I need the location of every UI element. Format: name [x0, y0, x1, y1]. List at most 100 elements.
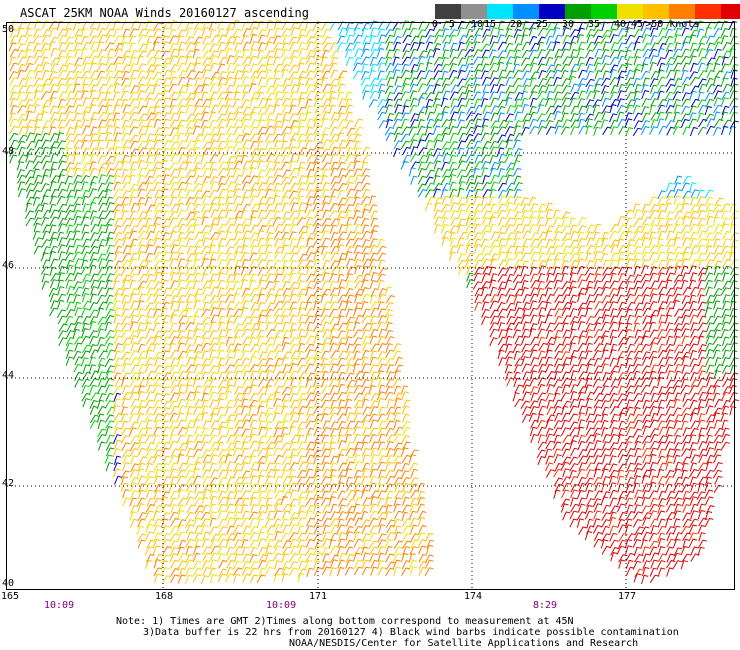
wind-barb: [529, 111, 538, 121]
wind-barb: [554, 119, 563, 129]
wind-barb: [554, 48, 563, 58]
wind-barb: [344, 204, 354, 214]
wind-barb: [481, 49, 490, 59]
wind-barb: [250, 322, 260, 332]
wind-barb: [226, 55, 235, 65]
wind-barb: [200, 273, 209, 283]
wind-barb: [689, 223, 698, 233]
wind-barb: [328, 280, 337, 290]
wind-barb: [105, 426, 113, 436]
wind-barb: [634, 435, 644, 444]
wind-barb: [274, 90, 283, 101]
wind-barb: [385, 475, 395, 485]
wind-barb: [209, 28, 217, 39]
wind-barb: [265, 209, 275, 219]
wind-barb: [641, 112, 651, 122]
wind-barb: [481, 76, 491, 86]
wind-barb: [601, 273, 611, 282]
wind-barb: [234, 419, 244, 429]
wind-barb: [216, 216, 225, 226]
wind-barb: [361, 265, 370, 275]
wind-barb: [640, 384, 651, 394]
wind-barb: [298, 253, 308, 263]
wind-barb: [233, 405, 243, 415]
wind-barb: [136, 468, 145, 478]
wind-barb: [441, 147, 450, 157]
wind-barb: [281, 126, 291, 135]
wind-barb: [217, 28, 225, 38]
wind-barb: [505, 139, 513, 149]
wind-barb: [458, 154, 467, 164]
wind-barb: [8, 132, 19, 142]
wind-barb: [360, 287, 370, 297]
wind-barb: [305, 468, 314, 478]
wind-barb: [184, 182, 193, 192]
wind-barb: [537, 328, 546, 338]
wind-barb: [673, 293, 682, 303]
wind-barb: [49, 90, 58, 100]
wind-barb: [593, 22, 603, 32]
wind-barb: [705, 203, 714, 213]
wind-barb: [273, 154, 283, 163]
wind-barb: [489, 239, 499, 249]
wind-barb: [210, 55, 218, 65]
wind-barb: [561, 405, 569, 416]
wind-barb: [321, 64, 330, 74]
wind-barb: [297, 273, 306, 283]
wind-barb: [98, 166, 106, 177]
wind-barb: [97, 244, 105, 254]
wind-barb: [193, 335, 202, 345]
wind-barb: [673, 392, 682, 402]
wind-barb: [522, 238, 531, 248]
wind-barb: [641, 42, 652, 52]
wind-barb: [90, 239, 100, 248]
wind-barb: [169, 267, 179, 276]
wind-barb: [185, 384, 193, 394]
wind-barb: [176, 21, 186, 31]
wind-barb: [282, 223, 291, 233]
wind-barb: [393, 385, 402, 395]
wind-barb: [642, 447, 651, 457]
wind-barb: [410, 113, 419, 123]
wind-barb: [616, 258, 625, 268]
wind-barb: [192, 112, 202, 122]
wind-barb: [65, 77, 74, 87]
wind-barb: [209, 279, 217, 289]
wind-barb: [625, 83, 634, 93]
wind-barb: [297, 57, 307, 66]
wind-barb: [265, 370, 273, 380]
wind-barb: [713, 448, 722, 458]
wind-barb: [520, 260, 530, 270]
wind-barb: [225, 125, 235, 135]
wind-barb: [192, 418, 200, 429]
wind-barb: [554, 343, 564, 352]
wind-barb: [129, 28, 138, 38]
wind-barb: [642, 77, 650, 87]
wind-barb: [353, 209, 361, 220]
wind-barb: [98, 34, 107, 44]
wind-barb: [705, 356, 714, 366]
wind-barb: [593, 111, 603, 121]
wind-barb: [720, 111, 729, 121]
wind-barb: [129, 118, 138, 128]
wind-barb: [578, 350, 587, 360]
wind-barb: [73, 196, 83, 206]
wind-barb: [121, 329, 130, 339]
wind-barb: [601, 357, 610, 367]
wind-barb: [338, 475, 346, 485]
wind-barb: [490, 126, 499, 136]
wind-barb: [129, 477, 139, 487]
wind-barb: [561, 384, 570, 394]
wind-barb: [32, 35, 42, 44]
wind-barb: [657, 266, 667, 276]
wind-barb: [482, 28, 491, 38]
wind-barb: [297, 455, 306, 465]
wind-barb: [170, 426, 179, 436]
wind-barb: [18, 118, 27, 128]
wind-barb: [82, 279, 91, 289]
wind-barb: [545, 469, 555, 478]
wind-barb: [522, 119, 530, 129]
wind-barb: [538, 70, 547, 80]
wind-barb: [314, 209, 324, 219]
wind-barb: [241, 378, 251, 388]
